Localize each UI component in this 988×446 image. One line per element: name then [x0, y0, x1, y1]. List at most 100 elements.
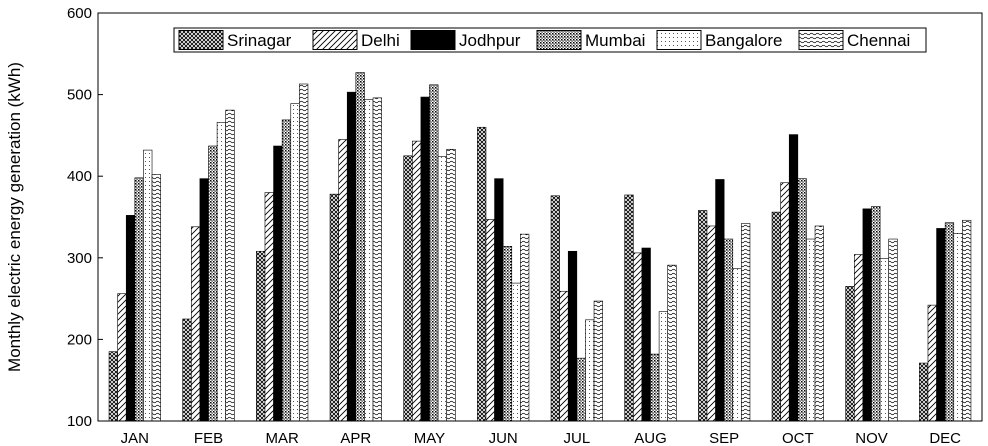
bar-delhi-aug [632, 252, 643, 422]
bar-bangalore-nov [879, 258, 889, 422]
bar-srinagar-sep [698, 210, 708, 422]
x-axis: JAN FEB MAR APR MAY JUN JUL AUG SEP OCT NOV DEC [121, 430, 962, 446]
bar-jodhpur-oct [788, 134, 799, 422]
bar-jodhpur-aug [641, 247, 651, 422]
bar-mumbai-mar [281, 119, 292, 422]
y-axis: 100 200 300 400 500 600 [67, 5, 103, 430]
bar-delhi-may [411, 140, 422, 422]
y-tick-label: 600 [67, 5, 92, 22]
y-axis-title: Monthly electric energy generation (kWh) [5, 62, 24, 372]
legend-item-mumbai: Mumbai [536, 30, 645, 50]
bar-mumbai-feb [208, 145, 218, 422]
legend-label-chennai: Chennai [847, 31, 910, 50]
bar-chennai-dec [962, 219, 972, 422]
legend-item-srinagar: Srinagar [178, 30, 292, 50]
legend-swatch-jodhpur [410, 30, 456, 50]
legend-swatch-bangalore [656, 30, 702, 50]
bar-mumbai-oct [797, 178, 807, 422]
legend-item-bangalore: Bangalore [656, 30, 783, 50]
bar-jodhpur-may [420, 96, 430, 422]
legend-item-chennai: Chennai [798, 30, 910, 50]
bar-bangalore-oct [806, 238, 816, 422]
bar-srinagar-apr [329, 193, 339, 422]
bar-srinagar-jul [550, 195, 560, 422]
legend-label-delhi: Delhi [361, 31, 400, 50]
y-tick-label: 500 [67, 87, 92, 104]
bar-mumbai-jun [502, 246, 513, 422]
bar-mumbai-jan [134, 177, 144, 422]
legend-item-delhi: Delhi [312, 30, 400, 50]
bar-delhi-oct [780, 182, 790, 422]
bar-jodhpur-dec [936, 228, 946, 422]
bar-chennai-apr [372, 97, 382, 422]
axes [97, 12, 983, 422]
bar-bangalore-sep [732, 268, 742, 422]
bar-delhi-mar [264, 192, 274, 422]
x-tick-label-apr: APR [340, 430, 371, 446]
bar-delhi-feb [191, 226, 201, 422]
legend-label-srinagar: Srinagar [227, 31, 292, 50]
bar-bangalore-apr [364, 99, 374, 422]
bar-bangalore-jul [585, 319, 595, 422]
bar-mumbai-jul [576, 357, 586, 422]
x-tick-label-may: MAY [414, 430, 445, 446]
bar-delhi-jan [117, 293, 127, 422]
legend-label-bangalore: Bangalore [705, 31, 783, 50]
bar-chennai-feb [225, 109, 235, 422]
x-tick-label-jun: JUN [489, 430, 518, 446]
bars [108, 72, 972, 422]
legend-swatch-delhi [312, 30, 358, 50]
legend-swatch-chennai [798, 30, 844, 50]
bar-srinagar-aug [624, 194, 634, 422]
x-tick-label-feb: FEB [194, 430, 223, 446]
bar-chennai-may [446, 148, 456, 422]
bar-delhi-jun [485, 219, 495, 422]
bar-srinagar-dec [919, 362, 929, 422]
bar-jodhpur-feb [199, 178, 209, 422]
bar-srinagar-jan [108, 351, 118, 422]
bar-mumbai-aug [650, 353, 660, 422]
plot-frame [97, 12, 983, 422]
bar-bangalore-dec [953, 233, 963, 422]
bar-chennai-jan [151, 174, 161, 422]
bar-delhi-jul [559, 290, 569, 422]
bar-bangalore-may [437, 156, 448, 422]
bar-bangalore-feb [216, 122, 227, 422]
bar-srinagar-oct [771, 211, 781, 422]
bar-srinagar-nov [845, 286, 855, 422]
legend-item-jodhpur: Jodhpur [410, 30, 521, 50]
bar-srinagar-may [403, 155, 413, 422]
bar-mumbai-dec [944, 222, 955, 422]
bar-srinagar-jun [477, 126, 487, 422]
bar-jodhpur-jun [494, 178, 504, 422]
bar-bangalore-jun [511, 282, 521, 422]
y-tick-label: 300 [67, 250, 92, 267]
bar-srinagar-feb [182, 318, 192, 422]
bar-jodhpur-nov [862, 208, 872, 422]
bar-chennai-nov [888, 238, 898, 422]
bar-jodhpur-jan [125, 215, 136, 422]
bar-bangalore-aug [658, 311, 668, 422]
bar-jodhpur-apr [346, 91, 357, 422]
bar-bangalore-jan [143, 149, 153, 422]
bar-delhi-dec [927, 304, 937, 422]
legend-label-mumbai: Mumbai [585, 31, 645, 50]
bar-mumbai-nov [871, 206, 881, 422]
bar-bangalore-mar [290, 103, 300, 422]
y-tick-label: 200 [67, 331, 92, 348]
legend: Srinagar Delhi Jodhpur Mumbai Bangalore Chenn… [173, 27, 927, 53]
bar-srinagar-mar [256, 250, 266, 422]
x-tick-label-dec: DEC [929, 430, 961, 446]
x-tick-label-nov: NOV [855, 430, 888, 446]
bar-chennai-sep [741, 223, 751, 422]
y-tick-label: 100 [67, 413, 92, 430]
x-tick-label-sep: SEP [709, 430, 739, 446]
bar-jodhpur-mar [273, 145, 283, 422]
bar-chennai-aug [667, 264, 677, 422]
bar-chennai-jun [520, 233, 530, 422]
legend-label-jodhpur: Jodhpur [459, 31, 521, 50]
bar-chennai-oct [814, 225, 824, 422]
bar-delhi-nov [853, 254, 864, 422]
bar-delhi-sep [706, 225, 716, 422]
